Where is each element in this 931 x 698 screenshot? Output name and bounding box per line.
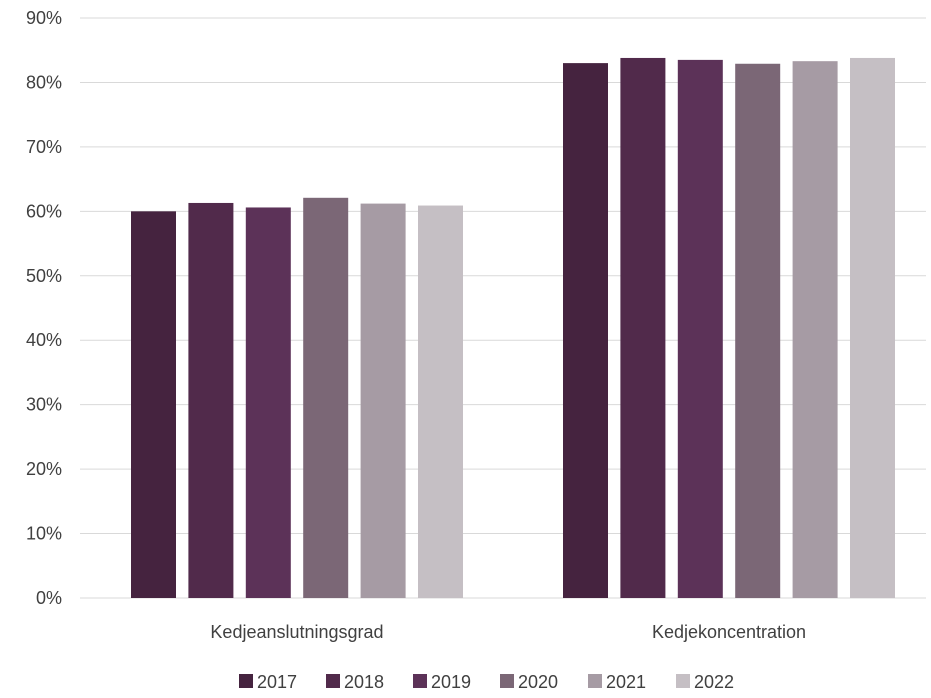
bar xyxy=(418,205,463,599)
y-axis-ticks: 0% 10% 20% 30% 40% 50% 60% 70% 80% 90% xyxy=(26,8,62,608)
legend-swatch xyxy=(326,674,340,688)
y-tick-label: 30% xyxy=(26,395,62,415)
bar xyxy=(677,59,723,598)
legend-swatch xyxy=(413,674,427,688)
y-tick-label: 60% xyxy=(26,201,62,221)
y-tick-label: 40% xyxy=(26,330,62,350)
bar xyxy=(792,61,838,598)
y-tick-label: 10% xyxy=(26,524,62,544)
y-tick-label: 0% xyxy=(36,588,62,608)
x-axis-categories: Kedjeanslutningsgrad Kedjekoncentration xyxy=(210,622,806,642)
legend-swatch xyxy=(500,674,514,688)
legend-label: 2021 xyxy=(606,672,646,692)
bar xyxy=(735,63,781,598)
legend-label: 2022 xyxy=(694,672,734,692)
y-tick-label: 90% xyxy=(26,8,62,28)
bar xyxy=(303,197,349,599)
x-category-label: Kedjekoncentration xyxy=(652,622,806,642)
bar xyxy=(360,203,406,598)
legend-swatch xyxy=(588,674,602,688)
legend-label: 2019 xyxy=(431,672,471,692)
y-tick-label: 70% xyxy=(26,137,62,157)
bar xyxy=(620,57,666,598)
legend-label: 2017 xyxy=(257,672,297,692)
bar xyxy=(563,63,608,599)
bar xyxy=(850,57,895,598)
y-tick-label: 20% xyxy=(26,459,62,479)
legend-label: 2018 xyxy=(344,672,384,692)
bar xyxy=(188,202,234,598)
bars xyxy=(131,57,895,599)
y-tick-label: 80% xyxy=(26,72,62,92)
legend-swatch xyxy=(676,674,690,688)
x-category-label: Kedjeanslutningsgrad xyxy=(210,622,383,642)
legend-swatch xyxy=(239,674,253,688)
y-tick-label: 50% xyxy=(26,266,62,286)
bar xyxy=(131,211,176,599)
bar xyxy=(245,207,291,598)
legend-label: 2020 xyxy=(518,672,558,692)
legend: 2017 2018 2019 2020 2021 2022 xyxy=(239,672,734,692)
